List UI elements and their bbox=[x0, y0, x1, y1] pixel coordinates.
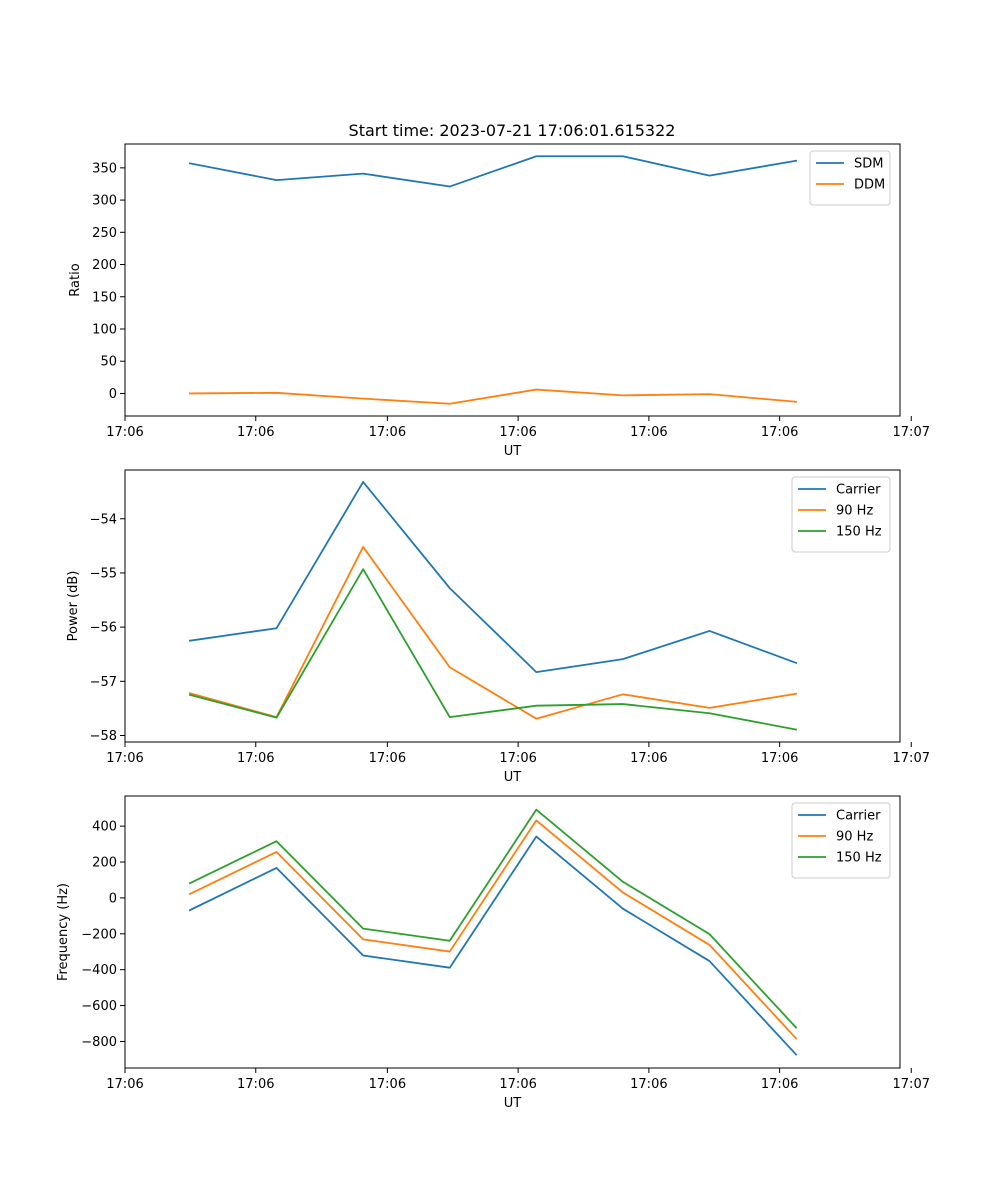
series-line-150-hz bbox=[188, 568, 798, 731]
x-tick-label: 17:07 bbox=[893, 1077, 930, 1092]
y-tick-label: 100 bbox=[92, 322, 117, 337]
y-tick-label: 350 bbox=[92, 161, 117, 176]
legend-label: 150 Hz bbox=[836, 851, 882, 866]
x-tick-label: 17:06 bbox=[106, 1077, 143, 1092]
x-tick-label: 17:06 bbox=[630, 1077, 667, 1092]
y-tick-label: 250 bbox=[92, 226, 117, 241]
series-line-carrier bbox=[188, 481, 798, 673]
x-tick-label: 17:06 bbox=[106, 751, 143, 766]
legend: SDM DDM bbox=[809, 150, 891, 206]
x-axis-label: UT bbox=[504, 770, 522, 785]
x-tick-label: 17:06 bbox=[369, 425, 406, 440]
plot-frame bbox=[124, 469, 901, 743]
plot-frame bbox=[124, 795, 901, 1069]
x-tick-label: 17:06 bbox=[499, 1077, 536, 1092]
x-tick-label: 17:06 bbox=[761, 425, 798, 440]
legend-label: 90 Hz bbox=[836, 830, 873, 845]
series-line-carrier bbox=[188, 835, 798, 1056]
series-line-90-hz bbox=[188, 819, 798, 1040]
legend-label: DDM bbox=[854, 178, 885, 193]
series-line-sdm bbox=[188, 155, 798, 188]
x-axis-label: UT bbox=[504, 1096, 522, 1111]
y-tick-label: 200 bbox=[92, 258, 117, 273]
x-tick-label: 17:06 bbox=[630, 425, 667, 440]
y-tick-label: 200 bbox=[92, 856, 117, 871]
x-tick-label: 17:06 bbox=[237, 1077, 274, 1092]
x-tick-label: 17:06 bbox=[499, 425, 536, 440]
legend: Carrier 90 Hz 150 Hz bbox=[791, 476, 891, 553]
legend-label: Carrier bbox=[836, 483, 881, 498]
legend: Carrier 90 Hz 150 Hz bbox=[791, 802, 891, 879]
x-tick-label: 17:06 bbox=[237, 751, 274, 766]
series-line-ddm bbox=[189, 388, 798, 405]
y-tick-label: −800 bbox=[81, 1035, 117, 1050]
plot-frame bbox=[124, 143, 901, 417]
panels: 17:06 17:06 17:06 17:06 17:06 17:06 17:07 0 50 10… bbox=[56, 143, 930, 1111]
x-tick-label: 17:06 bbox=[630, 751, 667, 766]
x-tick-label: 17:06 bbox=[369, 751, 406, 766]
x-tick-label: 17:06 bbox=[237, 425, 274, 440]
y-tick-label: 0 bbox=[109, 387, 117, 402]
y-tick-label: 50 bbox=[100, 355, 117, 370]
y-axis-label: Frequency (Hz) bbox=[56, 883, 71, 981]
chart-panel-3: 17:06 17:06 17:06 17:06 17:06 17:06 17:07 −800 −… bbox=[56, 795, 930, 1111]
y-axis-label: Ratio bbox=[68, 263, 83, 296]
legend-label: 90 Hz bbox=[836, 504, 873, 519]
y-tick-label: −56 bbox=[90, 621, 117, 636]
y-axis-label: Power (dB) bbox=[66, 571, 81, 642]
series-line-150-hz bbox=[188, 808, 798, 1029]
legend-box bbox=[791, 476, 891, 553]
chart-panel-1: 17:06 17:06 17:06 17:06 17:06 17:06 17:07 0 50 10… bbox=[68, 143, 930, 459]
x-tick-label: 17:06 bbox=[106, 425, 143, 440]
chart-panel-2: 17:06 17:06 17:06 17:06 17:06 17:06 17:07 −58 −5… bbox=[66, 469, 930, 785]
y-tick-label: −58 bbox=[90, 729, 117, 744]
legend-box bbox=[809, 150, 891, 206]
series-line-90-hz bbox=[188, 546, 798, 720]
legend-label: 150 Hz bbox=[836, 525, 882, 540]
x-axis-label: UT bbox=[504, 444, 522, 459]
figure-title: Start time: 2023-07-21 17:06:01.615322 bbox=[349, 121, 676, 140]
y-tick-label: −55 bbox=[90, 566, 117, 581]
y-tick-label: 0 bbox=[109, 891, 117, 906]
y-tick-label: −400 bbox=[81, 963, 117, 978]
legend-box bbox=[791, 802, 891, 879]
x-tick-label: 17:06 bbox=[761, 1077, 798, 1092]
legend-label: Carrier bbox=[836, 809, 881, 824]
x-tick-label: 17:06 bbox=[499, 751, 536, 766]
legend-label: SDM bbox=[854, 157, 883, 172]
y-tick-label: 400 bbox=[92, 820, 117, 835]
y-tick-label: −57 bbox=[90, 675, 117, 690]
x-tick-label: 17:06 bbox=[369, 1077, 406, 1092]
x-tick-label: 17:07 bbox=[893, 425, 930, 440]
y-tick-label: 300 bbox=[92, 194, 117, 209]
x-tick-label: 17:06 bbox=[761, 751, 798, 766]
y-tick-label: 150 bbox=[92, 290, 117, 305]
y-tick-label: −54 bbox=[90, 512, 117, 527]
x-tick-label: 17:07 bbox=[893, 751, 930, 766]
y-tick-label: −600 bbox=[81, 999, 117, 1014]
y-tick-label: −200 bbox=[81, 927, 117, 942]
